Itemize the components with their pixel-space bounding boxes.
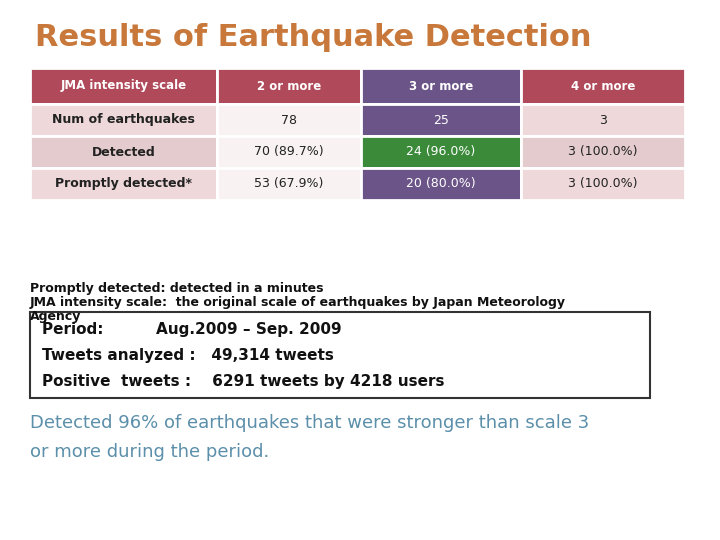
Text: 3 (100.0%): 3 (100.0%) [568,145,638,159]
Bar [217,168,361,200]
Bar [217,68,361,104]
Text: Agency: Agency [30,310,81,323]
Text: JMA intensity scale:  the original scale of earthquakes by Japan Meteorology: JMA intensity scale: the original scale … [30,296,566,309]
Bar [30,136,217,168]
Text: 2 or more: 2 or more [256,79,321,92]
Text: Positive  tweets :    6291 tweets by 4218 users: Positive tweets : 6291 tweets by 4218 us… [42,374,444,389]
Bar [30,168,217,200]
Bar [521,168,685,200]
Bar [217,104,361,136]
Bar [361,104,521,136]
Bar [521,136,685,168]
Text: Detected 96% of earthquakes that were stronger than scale 3
or more during the p: Detected 96% of earthquakes that were st… [30,414,589,461]
Bar [521,104,685,136]
Text: 53 (67.9%): 53 (67.9%) [254,178,323,191]
Text: Tweets analyzed :   49,314 tweets: Tweets analyzed : 49,314 tweets [42,348,334,363]
Bar [521,68,685,104]
Text: Period:          Aug.2009 – Sep. 2009: Period: Aug.2009 – Sep. 2009 [42,322,341,337]
Text: 3: 3 [599,113,607,126]
Bar [361,68,521,104]
Text: Results of Earthquake Detection: Results of Earthquake Detection [35,24,592,52]
Text: Promptly detected: detected in a minutes: Promptly detected: detected in a minutes [30,282,323,295]
Text: 70 (89.7%): 70 (89.7%) [254,145,323,159]
Bar [361,136,521,168]
Text: Num of earthquakes: Num of earthquakes [52,113,195,126]
Text: 78: 78 [281,113,297,126]
Bar [30,312,650,398]
Bar [361,168,521,200]
Text: 3 or more: 3 or more [409,79,473,92]
Bar [217,136,361,168]
Text: 4 or more: 4 or more [571,79,635,92]
Text: 20 (80.0%): 20 (80.0%) [406,178,476,191]
Text: JMA intensity scale: JMA intensity scale [60,79,186,92]
Text: Promptly detected*: Promptly detected* [55,178,192,191]
Bar [30,104,217,136]
Text: 24 (96.0%): 24 (96.0%) [406,145,476,159]
Text: 25: 25 [433,113,449,126]
Text: Detected: Detected [91,145,156,159]
Bar [30,68,217,104]
Text: 3 (100.0%): 3 (100.0%) [568,178,638,191]
